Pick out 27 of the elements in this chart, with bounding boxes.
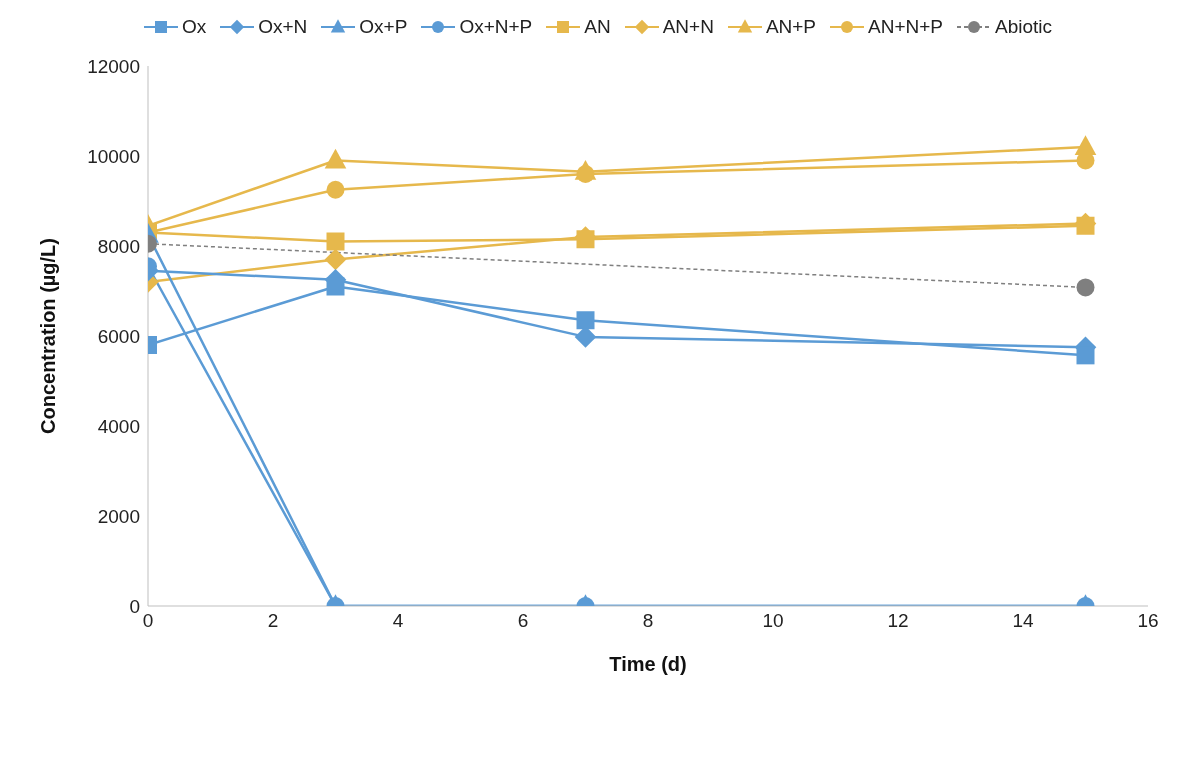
- x-tick-label: 8: [642, 610, 654, 632]
- x-tick-label: 14: [1012, 610, 1034, 632]
- legend-label: Ox: [181, 16, 207, 38]
- legend-label: AN+N+P: [868, 16, 944, 38]
- y-tick-label: 10000: [87, 145, 140, 167]
- legend-label: Abiotic: [995, 16, 1053, 38]
- y-tick-label: 12000: [87, 55, 140, 77]
- y-tick-label: 4000: [97, 415, 140, 437]
- legend-label: Ox+P: [359, 16, 408, 38]
- x-tick-label: 0: [142, 610, 154, 632]
- x-tick-label: 2: [267, 610, 279, 632]
- legend-label: AN: [584, 16, 611, 38]
- y-tick-label: 2000: [97, 505, 140, 527]
- x-tick-label: 16: [1137, 610, 1159, 632]
- x-tick-label: 4: [392, 610, 404, 632]
- x-axis-title: Time (d): [609, 653, 687, 675]
- y-tick-label: 6000: [97, 325, 140, 347]
- legend-label: Ox+N+P: [459, 16, 533, 38]
- x-tick-label: 12: [887, 610, 909, 632]
- y-tick-label: 8000: [97, 235, 140, 257]
- x-tick-label: 10: [762, 610, 784, 632]
- legend-label: Ox+N: [258, 16, 308, 38]
- legend-label: AN+N: [662, 16, 714, 38]
- y-tick-label: 0: [129, 595, 140, 617]
- y-axis-title: Concentration (µg/L): [37, 238, 60, 434]
- legend-label: AN+P: [765, 16, 817, 38]
- x-tick-label: 6: [517, 610, 529, 632]
